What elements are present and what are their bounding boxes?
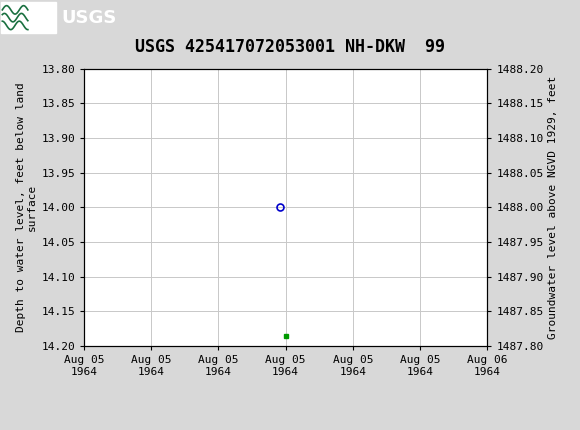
Text: USGS 425417072053001 NH-DKW  99: USGS 425417072053001 NH-DKW 99 [135, 38, 445, 56]
Y-axis label: Depth to water level, feet below land
surface: Depth to water level, feet below land su… [16, 83, 37, 332]
Text: USGS: USGS [61, 9, 116, 27]
Y-axis label: Groundwater level above NGVD 1929, feet: Groundwater level above NGVD 1929, feet [548, 76, 557, 339]
Bar [1, 2, 56, 34]
